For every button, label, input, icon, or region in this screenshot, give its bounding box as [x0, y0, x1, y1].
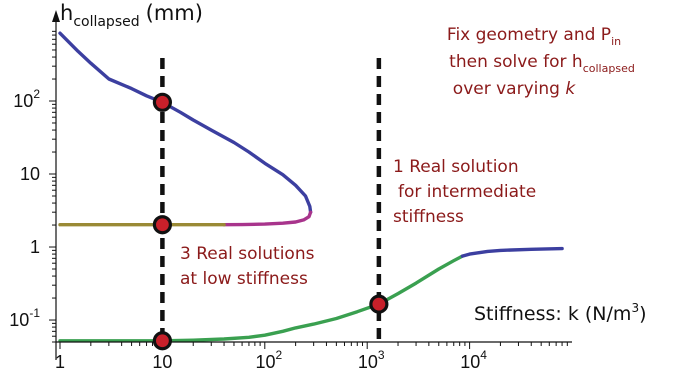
y-tick-label-1: 1 — [30, 237, 40, 257]
x-tick-label-3: 103 — [358, 348, 385, 372]
solution-marker-3 — [369, 294, 389, 314]
solution-markers — [152, 92, 389, 351]
axes — [49, 10, 572, 360]
x-axis-title: Stiffness: k (N/m3) — [474, 301, 647, 325]
annotation-three-solutions-line-2: at low stiffness — [180, 269, 308, 289]
annotation-one-solution: 1 Real solution for intermediate stiffne… — [393, 157, 536, 227]
x-tick-label-0: 1 — [55, 352, 65, 372]
solution-marker-2 — [152, 331, 172, 351]
tick-labels: 1 10 102 103 104 10-1 1 10 102 — [9, 87, 487, 372]
x-axis-title-close: ) — [639, 303, 646, 325]
series-curve-1 — [222, 210, 313, 227]
annotation-setup-line-3: over varying k — [453, 79, 577, 99]
solution-marker-1 — [152, 215, 172, 235]
y-axis-arrow-icon — [52, 10, 60, 22]
x-tick-label-2: 102 — [255, 348, 282, 372]
x-tick-label-1: 10 — [152, 352, 172, 372]
annotation-setup-line-2: then solve for hcollapsed — [449, 52, 635, 75]
annotation-setup-line-1: Fix geometry and Pin — [447, 25, 621, 48]
x-axis-title-main: Stiffness: k (N/m — [474, 303, 631, 325]
series-curve-0 — [58, 31, 313, 214]
y-tick-label-3: 102 — [13, 87, 40, 111]
dashed-guide-lines — [160, 58, 382, 342]
y-tick-label-2: 10 — [20, 164, 40, 184]
y-tick-label-0: 10-1 — [9, 306, 40, 330]
annotation-three-solutions: 3 Real solutions at low stiffness — [180, 244, 315, 289]
series-curve-3 — [58, 254, 465, 343]
y-axis-title-unit: (mm) — [146, 1, 203, 25]
annotation-one-solution-line-1: 1 Real solution — [393, 157, 519, 177]
annotation-one-solution-line-3: stiffness — [393, 207, 464, 227]
x-axis-title-sup: 3 — [631, 301, 639, 315]
series-curve-4 — [460, 246, 564, 258]
annotation-setup: Fix geometry and Pin then solve for hcol… — [447, 25, 635, 99]
annotation-one-solution-line-2: for intermediate — [398, 182, 536, 202]
x-tick-label-4: 104 — [460, 348, 487, 372]
y-axis-title-sub: collapsed — [73, 14, 139, 30]
y-axis-title: hcollapsed (mm) — [60, 1, 203, 30]
y-axis-title-main: h — [60, 1, 73, 25]
annotation-three-solutions-line-1: 3 Real solutions — [180, 244, 315, 264]
solution-marker-0 — [152, 92, 172, 112]
tick-marks — [49, 30, 568, 349]
